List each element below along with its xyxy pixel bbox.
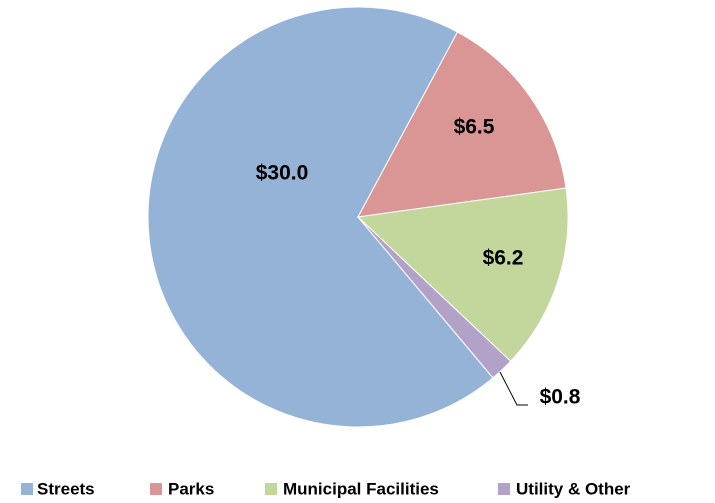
legend-label: Municipal Facilities <box>283 479 439 498</box>
pie-slice <box>147 6 494 428</box>
pie-slice <box>356 187 569 362</box>
leader-line <box>499 371 528 406</box>
legend-swatch <box>21 483 33 495</box>
data-label: $6.2 <box>483 247 524 270</box>
legend-swatch <box>150 483 162 495</box>
legend-swatch <box>498 483 510 495</box>
pie-slice <box>357 216 512 379</box>
legend-swatch <box>265 483 277 495</box>
data-label: $30.0 <box>256 162 309 185</box>
data-label: $6.5 <box>454 116 495 139</box>
legend-label: Streets <box>37 479 95 498</box>
pie-slice <box>357 31 567 218</box>
legend-label: Utility & Other <box>516 479 631 498</box>
data-label: $0.8 <box>540 386 581 409</box>
legend-label: Parks <box>168 479 214 498</box>
